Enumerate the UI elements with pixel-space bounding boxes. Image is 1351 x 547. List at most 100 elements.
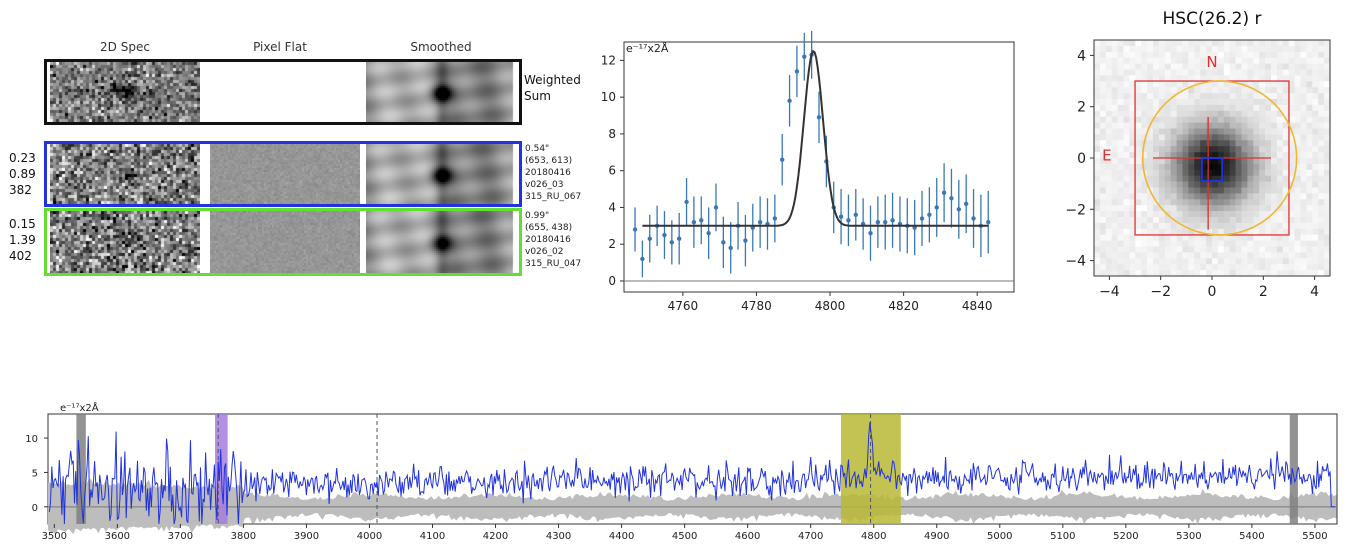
hsc-pixel bbox=[1147, 234, 1154, 241]
hsc-pixel bbox=[1170, 116, 1177, 123]
hsc-pixel bbox=[1294, 175, 1301, 182]
hsc-pixel bbox=[1253, 152, 1260, 159]
hsc-pixel bbox=[1247, 146, 1254, 153]
hsc-pixel bbox=[1206, 193, 1213, 200]
hsc-pixel bbox=[1253, 158, 1260, 165]
hsc-pixel bbox=[1223, 158, 1230, 165]
hsc-pixel bbox=[1318, 81, 1325, 88]
hsc-pixel bbox=[1105, 81, 1112, 88]
hsc-pixel bbox=[1300, 270, 1307, 277]
hsc-pixel bbox=[1324, 211, 1331, 218]
hsc-pixel bbox=[1324, 57, 1331, 64]
hsc-pixel bbox=[1253, 75, 1260, 82]
hsc-pixel bbox=[1117, 81, 1124, 88]
hsc-pixel bbox=[1271, 175, 1278, 182]
hsc-pixel bbox=[1141, 51, 1148, 58]
hsc-pixel bbox=[1164, 181, 1171, 188]
hsc-pixel bbox=[1259, 222, 1266, 230]
hsc-pixel bbox=[1223, 163, 1230, 171]
hsc-pixel bbox=[1200, 181, 1207, 188]
hsc-pixel bbox=[1282, 122, 1289, 129]
hsc-pixel bbox=[1141, 163, 1148, 171]
hsc-pixel bbox=[1147, 169, 1154, 176]
hsc-pixel bbox=[1188, 252, 1195, 259]
hsc-pixel bbox=[1235, 146, 1242, 153]
hsc-pixel bbox=[1117, 169, 1124, 176]
row1-pixel-flat-image bbox=[210, 144, 360, 204]
hsc-pixel bbox=[1223, 193, 1230, 200]
hsc-pixel bbox=[1229, 99, 1236, 106]
hsc-pixel bbox=[1176, 270, 1183, 277]
hsc-pixel bbox=[1147, 81, 1154, 88]
hsc-pixel bbox=[1259, 116, 1266, 123]
hsc-pixel bbox=[1241, 217, 1248, 224]
hsc-pixel bbox=[1312, 93, 1319, 100]
hsc-pixel bbox=[1312, 258, 1319, 265]
hsc-pixel bbox=[1158, 234, 1166, 241]
hsc-pixel bbox=[1111, 99, 1118, 106]
hsc-pixel bbox=[1294, 246, 1301, 253]
hsc-pixel bbox=[1099, 69, 1107, 76]
hsc-pixel bbox=[1306, 104, 1313, 112]
hsc-pixel bbox=[1111, 152, 1118, 159]
hsc-pixel bbox=[1147, 87, 1154, 94]
hsc-pixel bbox=[1170, 110, 1177, 117]
hsc-pixel bbox=[1094, 252, 1101, 259]
hsc-pixel bbox=[1306, 63, 1313, 70]
hsc-pixel bbox=[1247, 252, 1254, 259]
hsc-pixel bbox=[1111, 181, 1118, 188]
hsc-pixel bbox=[1235, 270, 1242, 277]
hsc-pixel bbox=[1111, 93, 1118, 100]
hsc-pixel bbox=[1117, 63, 1124, 70]
hsc-pixel bbox=[1182, 205, 1189, 212]
hsc-pixel bbox=[1094, 110, 1101, 117]
hsc-pixel bbox=[1235, 128, 1242, 135]
hsc-pixel bbox=[1147, 134, 1154, 141]
hsc-pixel bbox=[1123, 234, 1130, 241]
hsc-pixel bbox=[1176, 187, 1183, 194]
hsc-pixel bbox=[1135, 99, 1142, 106]
hsc-pixel bbox=[1099, 63, 1107, 70]
hsc-pixel bbox=[1105, 246, 1112, 253]
hsc-pixel bbox=[1247, 57, 1254, 64]
hsc-pixel bbox=[1170, 152, 1177, 159]
hsc-pixel bbox=[1241, 169, 1248, 176]
fit-data-point bbox=[971, 216, 976, 221]
hsc-pixel bbox=[1294, 122, 1301, 129]
col-header-smoothed: Smoothed bbox=[410, 40, 472, 54]
hsc-pixel bbox=[1099, 258, 1107, 265]
hsc-pixel bbox=[1265, 163, 1272, 171]
hsc-pixel bbox=[1306, 128, 1313, 135]
fit-data-point bbox=[794, 69, 800, 74]
hsc-pixel bbox=[1276, 240, 1284, 247]
hsc-pixel bbox=[1282, 87, 1289, 94]
hsc-pixel bbox=[1147, 270, 1154, 277]
hsc-pixel bbox=[1294, 211, 1301, 218]
hsc-pixel bbox=[1306, 217, 1313, 224]
hsc-pixel bbox=[1188, 69, 1195, 76]
hsc-pixel bbox=[1129, 234, 1136, 241]
hsc-pixel bbox=[1318, 163, 1325, 171]
hsc-pixel bbox=[1099, 110, 1107, 117]
hsc-pixel bbox=[1247, 199, 1254, 206]
hsc-pixel bbox=[1276, 211, 1284, 218]
hsc-pixel bbox=[1158, 222, 1166, 230]
hsc-pixel bbox=[1259, 240, 1266, 247]
hsc-pixel bbox=[1300, 134, 1307, 141]
hsc-pixel bbox=[1288, 99, 1295, 106]
hsc-pixel bbox=[1094, 152, 1101, 159]
hsc-pixel bbox=[1241, 246, 1248, 253]
hsc-pixel bbox=[1129, 240, 1136, 247]
hsc-pixel bbox=[1188, 222, 1195, 230]
hsc-pixel bbox=[1259, 158, 1266, 165]
hsc-pixel bbox=[1271, 264, 1278, 271]
hsc-pixel bbox=[1105, 51, 1112, 58]
hsc-pixel bbox=[1164, 110, 1171, 117]
hsc-pixel bbox=[1094, 140, 1101, 147]
spec-y-tick-label: 0 bbox=[32, 503, 38, 514]
hsc-pixel bbox=[1123, 122, 1130, 129]
hsc-pixel bbox=[1247, 99, 1254, 106]
hsc-pixel bbox=[1105, 45, 1112, 53]
hsc-pixel bbox=[1123, 146, 1130, 153]
hsc-pixel bbox=[1170, 104, 1177, 112]
